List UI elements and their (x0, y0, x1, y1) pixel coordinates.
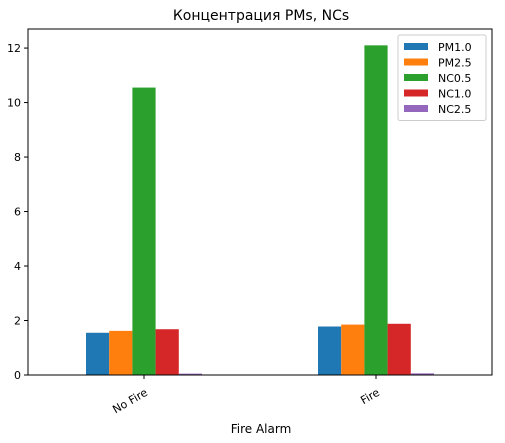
legend-label: PM1.0 (438, 41, 472, 54)
legend: PM1.0 PM2.5 NC0.5 NC1.0 NC2.5 (397, 34, 487, 121)
bar-nc10-fire (387, 323, 411, 375)
y-tick-label: 2 (14, 315, 21, 328)
legend-label: PM2.5 (438, 57, 472, 70)
y-tick-label: 4 (14, 260, 21, 273)
x-tick-label: No Fire (110, 386, 150, 416)
legend-label: NC1.0 (438, 88, 471, 101)
y-tick-label: 6 (14, 206, 21, 219)
legend-swatch (404, 58, 428, 66)
bar-nc25-fire (410, 373, 434, 375)
y-tick-label: 10 (7, 97, 21, 110)
bar-pm10-no-fire (86, 332, 110, 375)
legend-label: NC0.5 (438, 72, 471, 85)
y-axis: 0 2 4 6 8 10 12 (7, 42, 28, 382)
legend-swatch (404, 105, 428, 112)
bar-nc05-no-fire (132, 87, 156, 376)
y-tick-label: 0 (14, 369, 21, 382)
y-tick-label: 8 (14, 151, 21, 164)
bar-pm25-fire (341, 324, 365, 375)
x-tick-label: Fire (358, 386, 382, 407)
plot-frame (27, 28, 493, 376)
bar-nc10-no-fire (155, 329, 179, 375)
y-tick-label: 12 (7, 42, 21, 55)
chart-title: Концентрация PMs, NCs (173, 8, 349, 24)
x-axis-title: Fire Alarm (231, 422, 292, 436)
legend-swatch (404, 89, 428, 97)
bars-group (86, 45, 434, 376)
bar-pm10-fire (318, 326, 342, 375)
bar-pm25-no-fire (109, 330, 133, 375)
x-axis: No Fire Fire (110, 375, 382, 416)
legend-swatch (404, 43, 428, 50)
bar-nc05-fire (364, 45, 388, 375)
legend-swatch (404, 74, 428, 81)
bar-nc25-no-fire (178, 373, 202, 375)
legend-frame (397, 34, 487, 121)
legend-label: NC2.5 (438, 103, 471, 116)
